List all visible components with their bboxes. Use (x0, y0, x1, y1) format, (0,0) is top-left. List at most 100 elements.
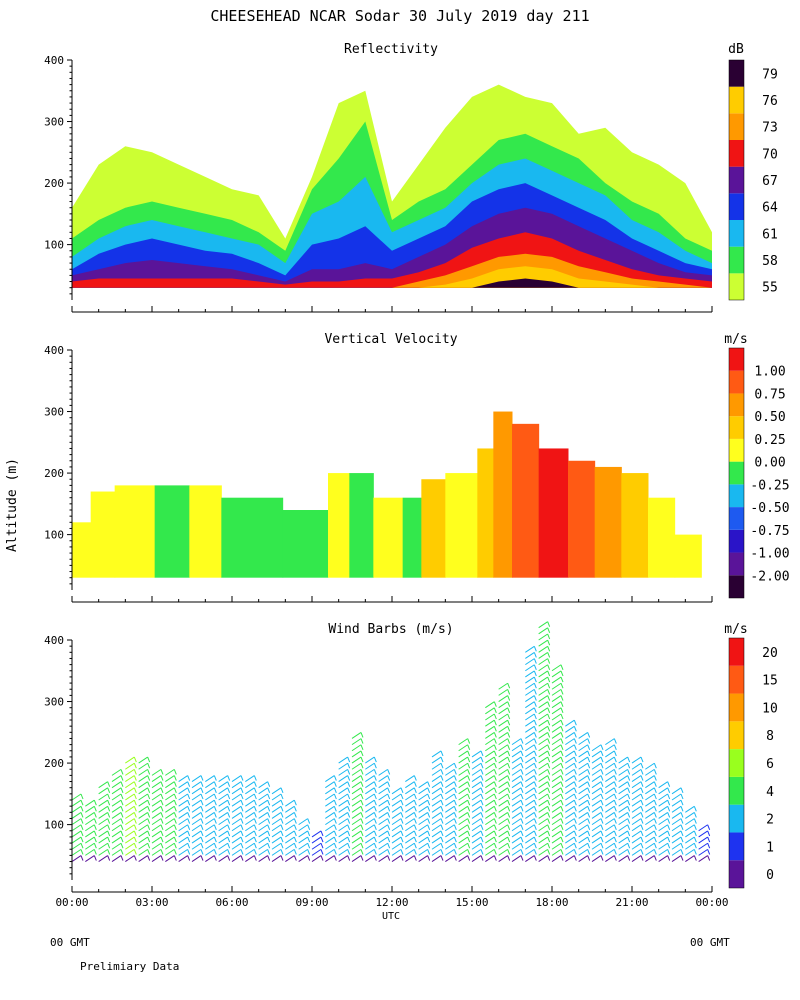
wind-barb-flag (267, 799, 271, 806)
wind-barb-shaft (591, 787, 602, 795)
wind-barb-shaft (325, 812, 335, 819)
wind-barb-flag (427, 849, 431, 855)
wind-barb-shaft (471, 793, 482, 801)
wind-barb-shaft (445, 812, 455, 819)
wind-barb-shaft (538, 793, 548, 801)
wind-barb-shaft (311, 842, 322, 850)
wind-barb-flag (307, 843, 311, 849)
wind-barb-shaft (551, 750, 562, 758)
wind-barb-flag (253, 830, 257, 837)
wind-barb-shaft (338, 787, 348, 795)
wind-barb-flag (547, 738, 551, 744)
wind-barb-flag (120, 775, 124, 781)
wind-barb-shaft (151, 842, 162, 850)
wind-barb-shaft (431, 799, 442, 807)
wind-barb-shaft (418, 855, 428, 862)
wind-barb-shaft (218, 830, 228, 838)
wind-barb-flag (467, 824, 471, 830)
wind-barb-flag (240, 812, 244, 818)
wind-barb-column (165, 768, 177, 862)
wind-barb-flag (320, 830, 324, 837)
wind-barb-shaft (658, 836, 668, 844)
wind-barb-shaft (165, 836, 175, 844)
wind-barb-shaft (298, 842, 308, 850)
wind-barb-flag (373, 855, 377, 861)
wind-barb-shaft (645, 793, 655, 801)
wind-barb-flag (533, 763, 537, 769)
wind-barb-flag (627, 763, 631, 769)
wind-barb-shaft (658, 793, 668, 801)
wind-barb-shaft (245, 836, 255, 844)
wind-barb-shaft (205, 787, 215, 795)
wind-barb-flag (333, 830, 337, 837)
wind-barb-shaft (431, 812, 442, 819)
wind-barb-shaft (485, 738, 495, 746)
wind-barb-shaft (98, 824, 108, 832)
wind-barb-shaft (498, 756, 508, 764)
wind-barb-flag (507, 818, 511, 824)
wind-barb-shaft (525, 842, 535, 850)
wind-barb-shaft (645, 781, 655, 789)
wind-barb-shaft (551, 812, 562, 819)
wind-barb-shaft (178, 805, 188, 813)
wind-barb-flag (560, 738, 564, 744)
wind-barb-shaft (365, 812, 375, 819)
wind-barb-flag (333, 849, 337, 855)
wind-barb-flag (653, 763, 657, 769)
wind-barb-flag (560, 670, 564, 677)
wind-barb-flag (360, 818, 364, 824)
wind-barb-shaft (471, 799, 482, 807)
wind-barb-column (325, 775, 337, 862)
wind-barb-shaft (191, 824, 202, 832)
wind-barb-shaft (178, 848, 188, 856)
wind-barb-shaft (471, 756, 482, 764)
wind-barb-flag (533, 719, 537, 726)
wind-barb-flag (467, 799, 471, 806)
wind-barb-flag (560, 830, 564, 837)
wind-barb-flag (160, 769, 164, 775)
wind-barb-flag (373, 787, 377, 794)
wind-barb-flag (280, 830, 284, 837)
wind-barb-shaft (525, 762, 535, 770)
wind-barb-flag (493, 830, 497, 837)
wind-barb-shaft (551, 762, 562, 770)
wind-barb-flag (173, 775, 177, 781)
wind-barb-flag (373, 812, 377, 818)
wind-barb-shaft (658, 787, 668, 795)
wind-barb-flag (507, 713, 511, 720)
velocity-segment (594, 466, 622, 578)
wind-barb-flag (640, 793, 644, 800)
wind-barb-shaft (391, 799, 402, 807)
wind-barb-shaft (645, 836, 655, 844)
wind-barb-flag (120, 830, 124, 837)
wind-barb-shaft (471, 848, 482, 856)
wind-barb-shaft (511, 812, 522, 819)
wind-barb-shaft (631, 805, 642, 813)
wind-barb-flag (533, 781, 537, 787)
wind-barb-flag (173, 855, 177, 861)
wind-barb-shaft (378, 775, 388, 782)
wind-barb-shaft (191, 848, 202, 856)
wind-barb-shaft (431, 830, 442, 838)
wind-barb-shaft (231, 824, 242, 832)
wind-barb-flag (120, 824, 124, 830)
wind-barb-flag (560, 855, 564, 861)
wind-barbs-plot (71, 621, 711, 862)
wind-barb-flag (493, 756, 497, 763)
wind-barb-shaft (178, 836, 188, 844)
wind-barb-shaft (258, 805, 268, 813)
wind-barb-flag (133, 812, 137, 818)
wind-barb-shaft (565, 842, 575, 850)
wind-barb-shaft (245, 818, 255, 826)
wind-barb-flag (160, 849, 164, 855)
wind-barb-shaft (298, 818, 308, 826)
wind-barb-flag (347, 849, 351, 855)
wind-barb-shaft (525, 775, 535, 782)
wind-barb-shaft (98, 781, 108, 789)
wind-barb-shaft (458, 750, 468, 758)
wind-barb-shaft (205, 848, 215, 856)
wind-barb-flag (533, 830, 537, 837)
wind-barb-flag (440, 787, 444, 794)
wind-barb-flag (587, 830, 591, 837)
